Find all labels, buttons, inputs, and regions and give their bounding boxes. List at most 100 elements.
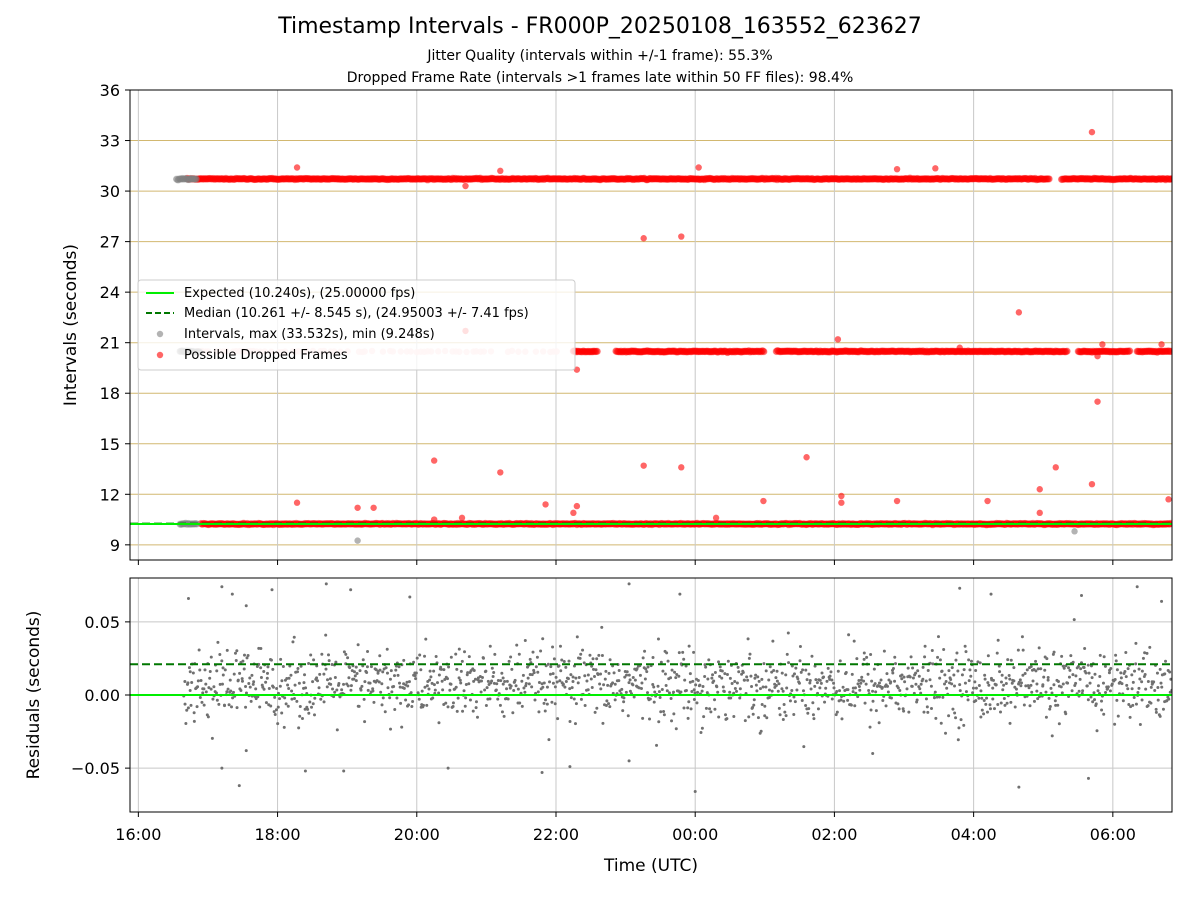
residual-point [1132, 695, 1136, 699]
residual-point [414, 671, 418, 675]
residual-point [303, 769, 307, 773]
residual-point [468, 698, 472, 702]
residual-point [1161, 707, 1165, 711]
residual-point [600, 625, 604, 629]
residual-point [278, 684, 282, 688]
residual-point [475, 715, 479, 719]
residual-point [1137, 686, 1141, 690]
residual-point [924, 697, 928, 701]
residual-point [1060, 654, 1064, 658]
residual-point [1128, 715, 1132, 719]
residual-point [311, 680, 315, 684]
residual-point [1019, 681, 1023, 685]
residual-point [677, 651, 681, 655]
dropped-frame-point [1125, 347, 1134, 355]
residual-point [1119, 676, 1123, 680]
residual-point [1056, 703, 1060, 707]
residual-point [322, 700, 326, 704]
residual-point [536, 670, 540, 674]
residual-point [813, 684, 817, 688]
residual-point [1006, 658, 1010, 662]
residual-point [1014, 687, 1018, 691]
residual-point [774, 676, 778, 680]
residual-point [1048, 707, 1052, 711]
residual-point [535, 655, 539, 659]
residual-point [474, 706, 478, 710]
residual-point [1009, 658, 1013, 662]
residual-point [509, 655, 513, 659]
residual-point [505, 679, 509, 683]
residual-point [259, 666, 263, 670]
residual-point [462, 689, 466, 693]
residual-point [841, 685, 845, 689]
residual-point [621, 709, 625, 713]
residual-point [269, 704, 273, 708]
residual-point [846, 698, 850, 702]
residual-point [320, 652, 324, 656]
residual-point [707, 658, 711, 662]
residual-point [1088, 681, 1092, 685]
residual-point [830, 697, 834, 701]
dropped-frame-point [1088, 480, 1096, 488]
residual-point [1148, 645, 1152, 649]
residual-point [644, 667, 648, 671]
residual-point [820, 671, 824, 675]
residual-point [446, 677, 450, 681]
dropped-frame-point [573, 502, 581, 510]
residual-point [328, 677, 332, 681]
dropped-frame-point [803, 454, 810, 461]
residual-point [378, 654, 382, 658]
residual-point [787, 661, 791, 665]
residual-point [536, 690, 540, 694]
residual-point [780, 671, 784, 675]
residual-point [1114, 653, 1118, 657]
residual-point [597, 653, 601, 657]
residual-point [840, 717, 844, 721]
residual-point [249, 699, 253, 703]
residual-point [1130, 687, 1134, 691]
residual-point [541, 637, 545, 641]
residual-point [606, 683, 610, 687]
residual-point [520, 679, 524, 683]
residual-point [844, 670, 848, 674]
intervals-plot: 9 12 15 18 21 24 27 30 33 36 Intervals (seconds) Ex… [61, 81, 1173, 565]
residual-point [767, 688, 771, 692]
residual-point [919, 682, 923, 686]
residual-point [917, 674, 921, 678]
residual-point [225, 648, 229, 652]
residual-point [648, 697, 652, 701]
residual-point [1115, 668, 1119, 672]
residual-point [923, 655, 927, 659]
residual-point [484, 669, 488, 673]
x-axis-label: Time (UTC) [603, 856, 698, 876]
residual-point [934, 716, 938, 720]
residual-point [594, 668, 598, 672]
residual-point [955, 651, 959, 655]
residual-point [206, 715, 210, 719]
residual-point [1110, 682, 1114, 686]
residual-point [835, 710, 839, 714]
residual-point [1003, 703, 1007, 707]
residual-point [1158, 714, 1162, 718]
residual-point [533, 698, 537, 702]
legend-dropped-swatch [156, 351, 164, 359]
residual-point [292, 635, 296, 639]
residual-point [472, 669, 476, 673]
residual-point [366, 649, 370, 653]
residual-point [363, 720, 367, 724]
residual-point [280, 679, 284, 683]
residual-point [306, 707, 310, 711]
residual-point [1041, 683, 1045, 687]
residual-point [1124, 651, 1128, 655]
residual-point [670, 668, 674, 672]
residual-point [1082, 665, 1086, 669]
residual-point [287, 676, 291, 680]
residual-point [491, 674, 495, 678]
residual-point [1037, 646, 1041, 650]
dropped-frame-point [1094, 398, 1101, 405]
residual-point [622, 696, 626, 700]
residual-point [549, 665, 553, 669]
residual-point [620, 687, 624, 691]
residual-point [655, 743, 659, 747]
residual-point [501, 682, 505, 686]
